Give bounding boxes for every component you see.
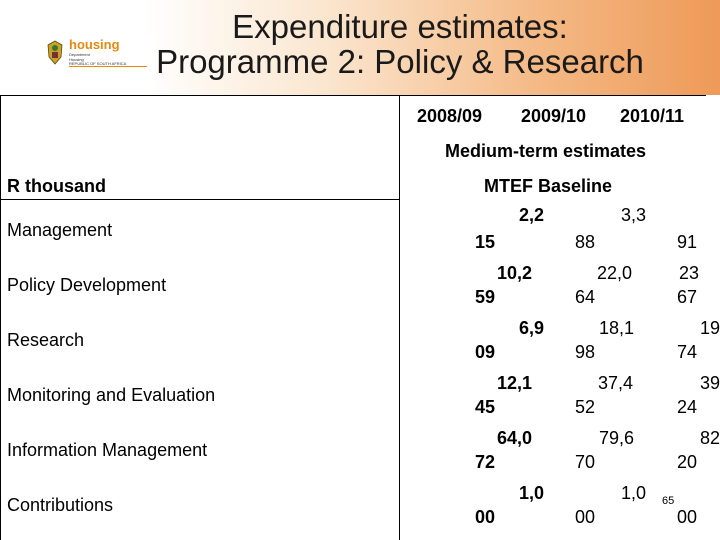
cell-top: 64,0 [497,428,533,448]
cell-bottom: 09 [475,342,496,362]
row-label-monitoring-and-evaluation: Monitoring and Evaluation [7,385,216,405]
table-column-divider [399,95,400,540]
cell-top: 22,0 [597,263,633,283]
department-logo: housing Department Housing REPUBLIC OF S… [42,36,154,94]
row-label-contributions: Contributions [7,495,114,515]
mtef-baseline-label: MTEF Baseline [484,176,613,196]
logo-wordmark: housing [69,37,120,52]
cell-bottom: 00 [677,507,698,527]
row-label-information-management: Information Management [7,440,208,460]
slide-title: Expenditure estimates: Programme 2: Poli… [130,9,670,79]
cell-bottom: 52 [575,397,596,417]
cell-top: 18,1 [599,318,635,338]
header-banner: housing Department Housing REPUBLIC OF S… [0,0,720,95]
cell-bottom: 15 [475,232,496,252]
year-header-2009-10: 2009/10 [521,106,587,126]
logo-divider [69,66,147,67]
cell-top: 6,9 [519,318,545,338]
year-header-2010-11: 2010/11 [620,106,685,126]
cell-bottom: 91 [677,232,698,252]
cell-top: 3,3 [621,205,647,225]
cell-top: 2,2 [519,205,545,225]
cell-bottom: 24 [677,397,698,417]
table-header-divider [1,199,399,200]
page-number: 65 [662,495,675,507]
logo-department-text: Department Housing REPUBLIC OF SOUTH AFR… [69,52,127,66]
cell-top: 1,0 [621,483,647,503]
title-line-2: Programme 2: Policy & Research [156,43,644,80]
cell-top: 10,2 [497,263,533,283]
table-top-border [1,95,706,96]
cell-top: 39 [700,373,720,393]
cell-top: 37,4 [598,373,634,393]
title-line-1: Expenditure estimates: [232,8,568,45]
cell-bottom: 00 [575,507,596,527]
cell-bottom: 00 [475,507,496,527]
coat-of-arms-icon [47,40,63,65]
unit-label: R thousand [7,176,106,196]
row-label-research: Research [7,330,85,350]
cell-bottom: 74 [677,342,698,362]
cell-bottom: 20 [677,452,698,472]
row-label-policy-development: Policy Development [7,275,167,295]
cell-bottom: 70 [575,452,596,472]
cell-top: 82 [700,428,720,448]
cell-bottom: 59 [475,287,496,307]
cell-top: 1,0 [519,483,545,503]
cell-bottom: 88 [575,232,596,252]
cell-top: 79,6 [599,428,635,448]
row-label-management: Management [7,220,113,240]
cell-bottom: 98 [575,342,596,362]
cell-bottom: 72 [475,452,496,472]
cell-top: 12,1 [497,373,533,393]
cell-bottom: 64 [575,287,596,307]
cell-top: 19 [700,318,720,338]
expenditure-table: 2008/09 2009/10 2010/11 Medium-term esti… [0,95,720,540]
medium-term-label: Medium-term estimates [445,141,647,161]
year-header-2008-09: 2008/09 [417,106,483,126]
cell-top: 23 [679,263,700,283]
cell-bottom: 67 [677,287,698,307]
cell-bottom: 45 [475,397,496,417]
